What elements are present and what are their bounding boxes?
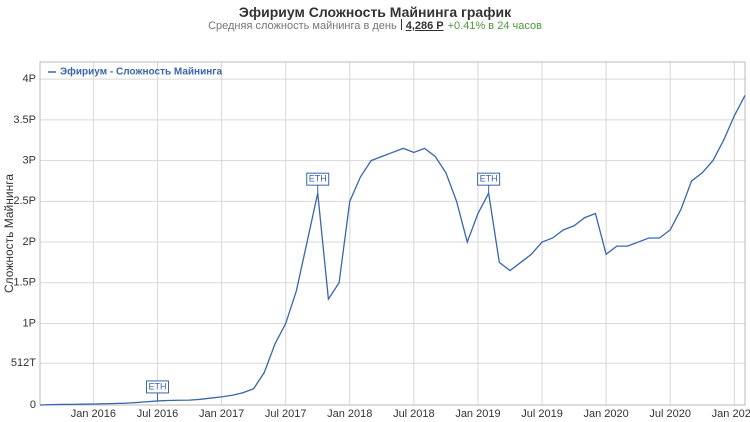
x-tick-label: Jul 2018 — [393, 408, 435, 420]
x-tick-label: Jan 2019 — [455, 408, 500, 420]
y-tick-label: 3P — [23, 154, 36, 166]
y-axis-label: Сложность Майнинга — [2, 174, 16, 293]
x-tick-label: Jan 2016 — [71, 408, 116, 420]
y-tick-label: 2.5P — [13, 195, 36, 207]
x-tick-label: Jan 2017 — [199, 408, 244, 420]
x-tick-label: Jul 2017 — [265, 408, 307, 420]
x-tick-label: Jul 2020 — [649, 408, 691, 420]
y-tick-label: 4P — [23, 73, 36, 85]
y-tick-label: 2P — [23, 236, 36, 248]
subtitle-row: Средняя сложность майнинга в день 4,286 P… — [0, 19, 750, 32]
subtitle: Средняя сложность майнинга в день — [208, 20, 397, 32]
y-tick-label: 1.5P — [13, 277, 36, 289]
line-series — [39, 95, 746, 406]
x-tick-label: Jan 2021 — [712, 408, 750, 420]
x-tick-label: Jan 2020 — [584, 408, 629, 420]
x-tick-label: Jan 2018 — [327, 408, 372, 420]
change: +0.41% в 24 часов — [447, 20, 542, 32]
annotation-box — [477, 172, 501, 186]
annotation-box — [306, 172, 330, 186]
current-value: 4,286 P — [405, 20, 444, 32]
annotation-label: ETH — [309, 174, 327, 184]
annotation-box — [146, 380, 169, 394]
y-tick-label: 0 — [30, 399, 36, 411]
y-tick-label: 512T — [11, 357, 36, 369]
y-tick-label: 1P — [23, 317, 36, 329]
x-tick-label: Jul 2019 — [521, 408, 563, 420]
chart-title: Эфириум Сложность Майнинга график — [238, 4, 512, 20]
y-tick-label: 3.5P — [13, 114, 36, 126]
x-tick-label: Jul 2016 — [137, 408, 179, 420]
separator — [400, 19, 402, 30]
plot-border — [39, 61, 746, 406]
annotation-label: ETH — [149, 381, 167, 391]
legend-label: Эфириум - Сложность Майнинга — [60, 66, 222, 78]
annotation-label: ETH — [480, 174, 498, 184]
